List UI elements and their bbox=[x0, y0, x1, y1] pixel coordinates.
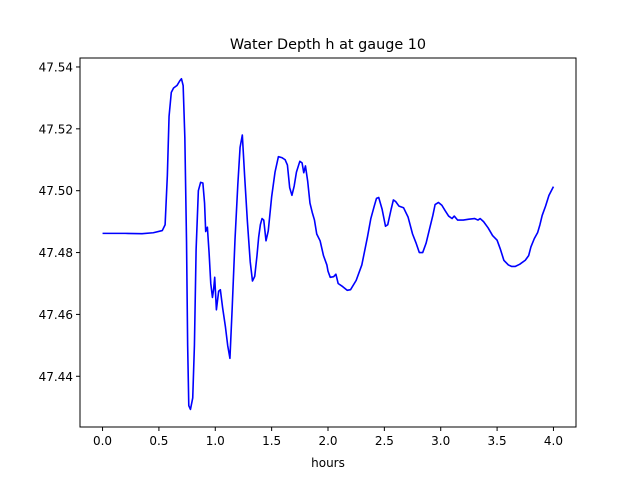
x-tick-label: 2.5 bbox=[375, 434, 394, 448]
x-tick-label: 0.0 bbox=[93, 434, 112, 448]
x-tick-label: 4.0 bbox=[544, 434, 563, 448]
series-layer bbox=[102, 77, 555, 411]
y-axis-ticks: 47.44 47.46 47.48 47.50 47.52 47.54 bbox=[39, 60, 80, 384]
chart-title: Water Depth h at gauge 10 bbox=[230, 37, 426, 53]
y-tick-label: 47.50 bbox=[39, 184, 73, 198]
x-tick-label: 3.5 bbox=[488, 434, 507, 448]
x-tick-label: 2.0 bbox=[318, 434, 337, 448]
y-tick-label: 47.46 bbox=[39, 308, 73, 322]
y-tick-label: 47.44 bbox=[39, 370, 73, 384]
y-tick-label: 47.54 bbox=[39, 60, 73, 74]
y-tick-label: 47.48 bbox=[39, 246, 73, 260]
x-tick-label: 0.5 bbox=[149, 434, 168, 448]
x-axis-label: hours bbox=[311, 456, 345, 470]
x-axis-ticks: 0.0 0.5 1.0 1.5 2.0 2.5 3.0 3.5 4.0 bbox=[93, 427, 563, 448]
series-line-0 bbox=[102, 77, 555, 411]
x-tick-label: 3.0 bbox=[431, 434, 450, 448]
x-tick-label: 1.5 bbox=[262, 434, 281, 448]
x-tick-label: 1.0 bbox=[206, 434, 225, 448]
plot-frame bbox=[79, 57, 577, 428]
y-tick-label: 47.52 bbox=[39, 122, 73, 136]
